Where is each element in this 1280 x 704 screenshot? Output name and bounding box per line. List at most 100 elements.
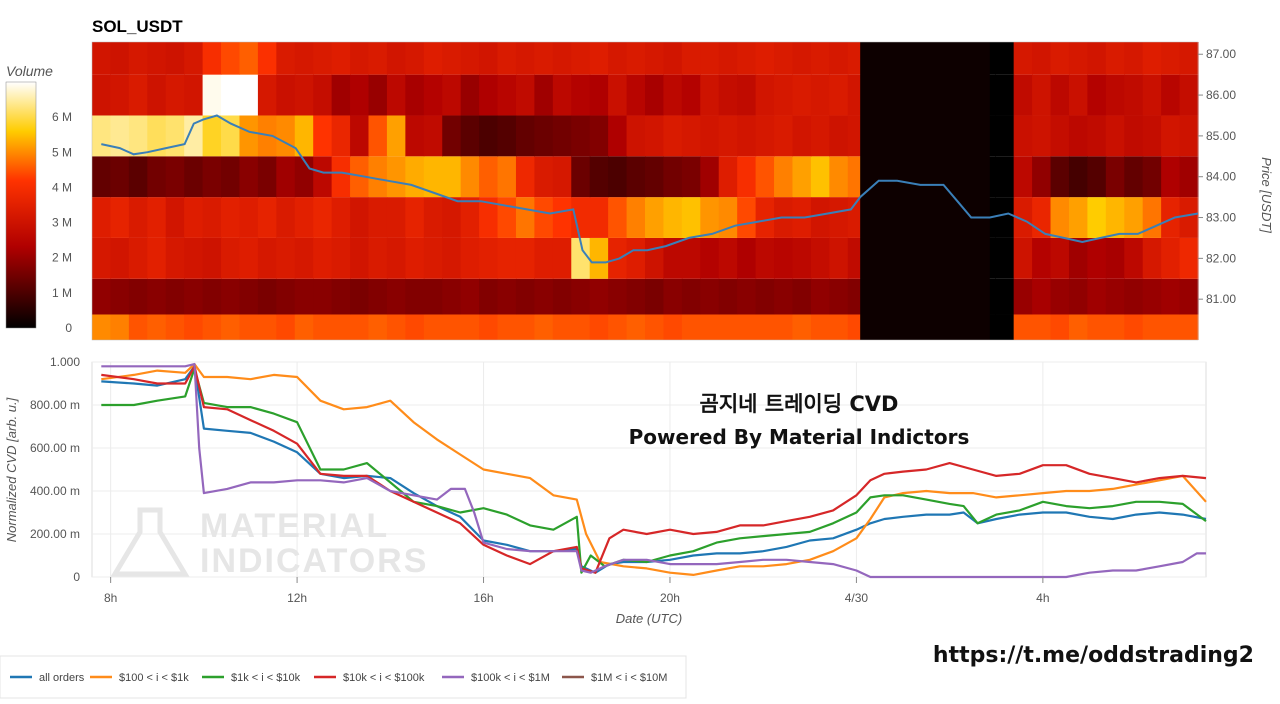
legend-entry-label[interactable]: $1k < i < $10k bbox=[231, 672, 301, 684]
heatmap-cell bbox=[608, 156, 628, 198]
heatmap-cell bbox=[810, 278, 830, 315]
heatmap-cell bbox=[1050, 314, 1070, 340]
heatmap-cell bbox=[92, 42, 112, 75]
heatmap-cell bbox=[386, 197, 406, 238]
heatmap-cell bbox=[1087, 237, 1107, 279]
heatmap-cell bbox=[608, 314, 628, 340]
legend-entry-label[interactable]: $100 < i < $1k bbox=[119, 672, 189, 684]
heatmap-cell bbox=[571, 42, 591, 75]
heatmap-cell bbox=[700, 278, 720, 315]
heatmap-cell bbox=[479, 74, 499, 116]
heatmap-cell bbox=[294, 74, 314, 116]
heatmap-cell bbox=[829, 197, 849, 238]
heatmap-cell bbox=[313, 197, 333, 238]
heatmap-cell bbox=[645, 237, 665, 279]
heatmap-cell bbox=[147, 197, 167, 238]
heatmap-cell bbox=[681, 74, 701, 116]
heatmap-cell bbox=[165, 197, 185, 238]
heatmap-cell bbox=[755, 74, 775, 116]
heatmap-cell bbox=[202, 278, 222, 315]
heatmap-cell bbox=[571, 74, 591, 116]
heatmap-cell bbox=[479, 237, 499, 279]
heatmap-cell bbox=[774, 42, 794, 75]
heatmap-cell bbox=[663, 278, 683, 315]
heatmap-cell bbox=[608, 115, 628, 157]
legend: all orders $100 < i < $1k $1k < i < $10k $1… bbox=[10, 672, 667, 684]
colorbar-tick-label: 3 M bbox=[52, 216, 72, 230]
heatmap-cell bbox=[774, 237, 794, 279]
heatmap-cell bbox=[460, 115, 480, 157]
heatmap-cell bbox=[257, 197, 277, 238]
legend-entry-label[interactable]: $1M < i < $10M bbox=[591, 672, 667, 684]
heatmap-cell bbox=[368, 278, 388, 315]
heatmap-cell bbox=[645, 197, 665, 238]
heatmap-cell bbox=[442, 278, 462, 315]
heatmap-cell bbox=[792, 42, 812, 75]
legend-entry-label[interactable]: $100k < i < $1M bbox=[471, 672, 550, 684]
heatmap-cell bbox=[1013, 314, 1033, 340]
heatmap-cell bbox=[1161, 237, 1181, 279]
legend-entry-label[interactable]: $10k < i < $100k bbox=[343, 672, 425, 684]
heatmap-cell bbox=[257, 156, 277, 198]
heatmap-cell bbox=[792, 237, 812, 279]
price-axis: 81.00 82.00 83.00 84.00 85.00 86.00 87.00 bbox=[1198, 47, 1236, 306]
heatmap-cell bbox=[1105, 314, 1125, 340]
colorbar-tick-label: 2 M bbox=[52, 251, 72, 265]
heatmap-cell bbox=[700, 197, 720, 238]
heatmap-cell bbox=[1142, 42, 1162, 75]
heatmap-cell bbox=[829, 42, 849, 75]
heatmap-cell bbox=[165, 115, 185, 157]
heatmap-cell bbox=[534, 314, 554, 340]
heatmap-cell bbox=[1124, 278, 1144, 315]
heatmap-cell bbox=[257, 42, 277, 75]
heatmap-cell bbox=[700, 237, 720, 279]
heatmap-cell bbox=[626, 42, 646, 75]
heatmap-cell bbox=[1068, 156, 1088, 198]
price-tick-label: 82.00 bbox=[1206, 251, 1236, 265]
cvd-annotation-subtitle: Powered By Material Indictors bbox=[629, 425, 970, 449]
heatmap-cell bbox=[331, 42, 351, 75]
heatmap-cell bbox=[350, 42, 370, 75]
telegram-link[interactable]: https://t.me/oddstrading2 bbox=[933, 643, 1254, 668]
heatmap-cell bbox=[755, 156, 775, 198]
heatmap-cell bbox=[92, 278, 112, 315]
heatmap-cell bbox=[626, 156, 646, 198]
heatmap-cell bbox=[294, 115, 314, 157]
heatmap-cell bbox=[313, 314, 333, 340]
heatmap-cell bbox=[718, 237, 738, 279]
heatmap-cell bbox=[479, 197, 499, 238]
heatmap-cell bbox=[350, 115, 370, 157]
heatmap-cell bbox=[810, 237, 830, 279]
heatmap-cell bbox=[1161, 197, 1181, 238]
heatmap-cell bbox=[221, 237, 241, 279]
heatmap-cell bbox=[294, 42, 314, 75]
heatmap-cell bbox=[460, 42, 480, 75]
heatmap-cell bbox=[681, 197, 701, 238]
heatmap-cell bbox=[755, 115, 775, 157]
legend-entry-label[interactable]: all orders bbox=[39, 672, 85, 684]
heatmap-cell bbox=[792, 314, 812, 340]
watermark-line1: MATERIAL bbox=[200, 507, 389, 545]
heatmap-cell bbox=[165, 314, 185, 340]
heatmap-cell bbox=[626, 278, 646, 315]
heatmap-cell bbox=[571, 115, 591, 157]
heatmap-cell bbox=[1032, 237, 1052, 279]
heatmap-cell bbox=[810, 156, 830, 198]
heatmap-cell bbox=[608, 42, 628, 75]
heatmap-cell bbox=[774, 74, 794, 116]
heatmap-cell bbox=[1105, 115, 1125, 157]
heatmap-cell bbox=[442, 314, 462, 340]
heatmap-cell bbox=[774, 156, 794, 198]
heatmap-cell bbox=[718, 156, 738, 198]
heatmap-cell bbox=[995, 42, 1015, 75]
heatmap-cell bbox=[128, 42, 148, 75]
heatmap-cell bbox=[405, 278, 425, 315]
colorbar-tick-label: 1 M bbox=[52, 286, 72, 300]
heatmap-cell bbox=[497, 197, 517, 238]
heatmap-cell bbox=[1032, 42, 1052, 75]
heatmap-cell bbox=[1161, 74, 1181, 116]
heatmap-cell bbox=[1087, 74, 1107, 116]
cvd-x-axis: 8h 12h 16h 20h 4/30 4h bbox=[104, 577, 1050, 605]
heatmap-cell bbox=[239, 156, 259, 198]
